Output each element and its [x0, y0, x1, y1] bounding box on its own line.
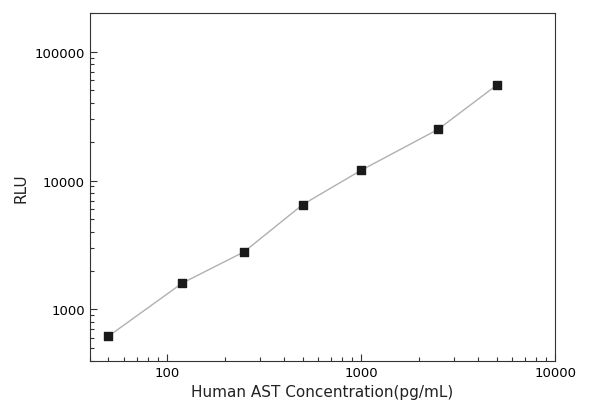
- Point: [356, 168, 366, 174]
- Point: [298, 202, 307, 209]
- Point: [434, 127, 443, 133]
- X-axis label: Human AST Concentration(pg/mL): Human AST Concentration(pg/mL): [191, 384, 454, 399]
- Point: [492, 83, 502, 89]
- Y-axis label: RLU: RLU: [14, 173, 29, 202]
- Point: [178, 280, 187, 287]
- Point: [240, 249, 249, 256]
- Point: [104, 333, 113, 339]
